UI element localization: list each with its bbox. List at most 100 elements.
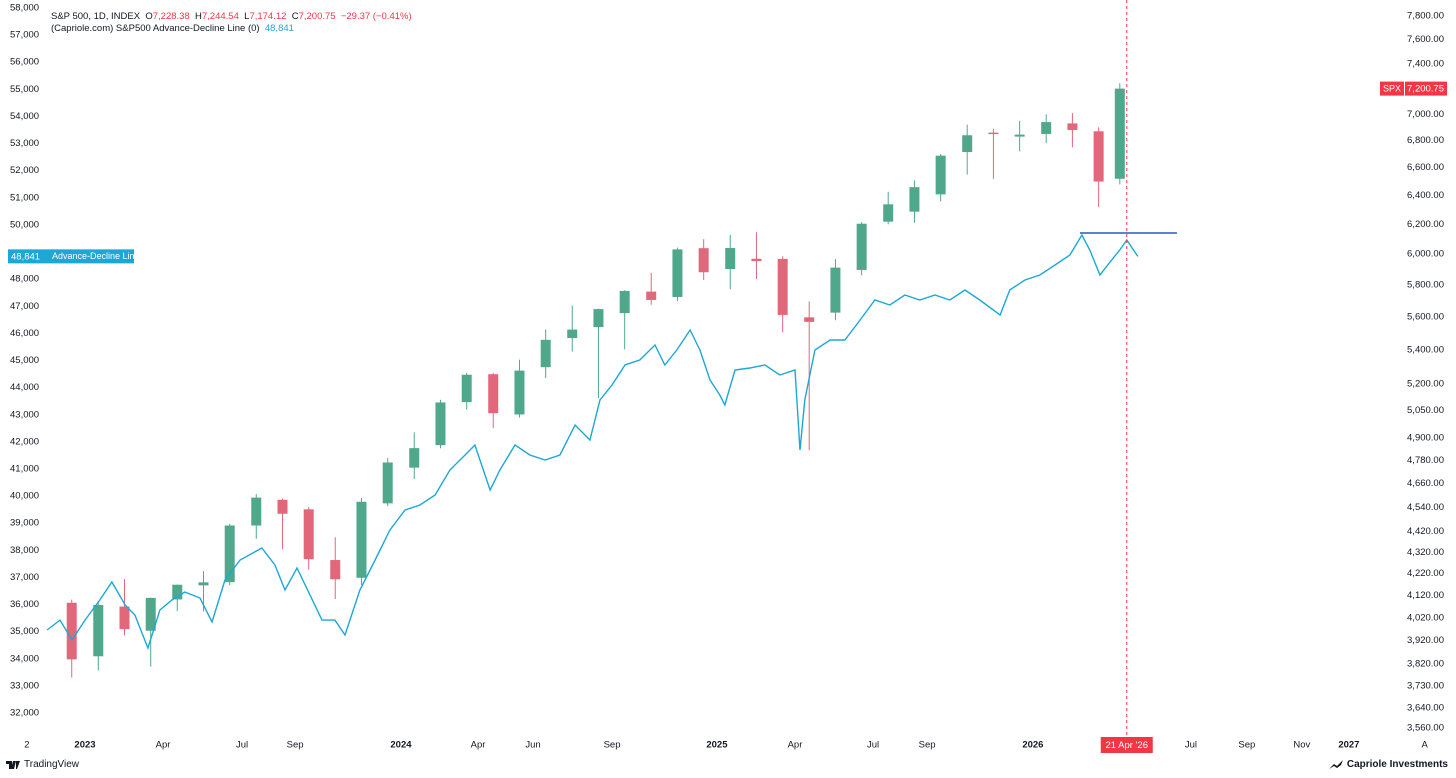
candle-body — [725, 248, 736, 270]
y-tick-label: 48,000 — [10, 274, 39, 285]
y2-tick-label: 7,800.00 — [1407, 11, 1444, 22]
candle-body — [935, 155, 946, 195]
candle-body — [303, 509, 314, 560]
x-tick-label: 2024 — [390, 740, 412, 751]
y2-tick-label: 5,600.00 — [1407, 311, 1444, 322]
x-tick-label: Sep — [919, 740, 936, 751]
crosshair-tag — [1100, 737, 1153, 753]
y-tick-label: 40,000 — [10, 491, 39, 502]
y-tick-label: 41,000 — [10, 464, 39, 475]
y-tick-label: 53,000 — [10, 138, 39, 149]
y-tick-label: 37,000 — [10, 572, 39, 583]
y-tick-label: 57,000 — [10, 30, 39, 41]
y2-tick-label: 5,800.00 — [1407, 280, 1444, 291]
x-tick-label: Sep — [604, 740, 621, 751]
candle-body — [619, 290, 630, 314]
y-tick-label: 58,000 — [10, 3, 39, 14]
x-tick-label: Apr — [156, 740, 171, 751]
y2-tick-label: 4,900.00 — [1407, 433, 1444, 444]
candle-body — [93, 604, 104, 657]
ohlc-value: 7,228.38 — [152, 11, 190, 22]
ohlc-key: L — [244, 11, 250, 22]
footer-left: TradingView — [6, 759, 79, 770]
ohlc-value: 7,244.54 — [201, 11, 239, 22]
y-tick-label: 54,000 — [10, 111, 39, 122]
y-tick-label: 39,000 — [10, 518, 39, 529]
y-tick-label: 45,000 — [10, 355, 39, 366]
y2-tick-label: 3,820.00 — [1407, 659, 1444, 670]
series-name-tag — [1380, 81, 1404, 96]
y2-tick-label: 5,050.00 — [1407, 405, 1444, 416]
ohlc-key: C — [291, 11, 299, 22]
candle-body — [198, 582, 209, 586]
y2-tick-label: 5,200.00 — [1407, 379, 1444, 390]
candle-body — [672, 249, 683, 297]
candle-body — [330, 560, 341, 580]
candle-body — [1041, 122, 1052, 134]
ohlc-value: 7,200.75 — [298, 11, 336, 22]
y2-tick-label: 3,730.00 — [1407, 680, 1444, 691]
footer-author: Capriole Investments — [1346, 759, 1448, 770]
candle-body — [356, 501, 367, 578]
y2-tick-label: 4,420.00 — [1407, 526, 1444, 537]
x-tick-label: Sep — [287, 740, 304, 751]
change: −29.37 (−0.41%) — [340, 11, 412, 22]
candle-body — [751, 258, 762, 262]
series-line — [46, 233, 1139, 651]
y-tick-label: 33,000 — [10, 680, 39, 691]
y2-tick-label: 6,800.00 — [1407, 135, 1444, 146]
y2-tick-label: 4,320.00 — [1407, 547, 1444, 558]
y-tick-label: 34,000 — [10, 653, 39, 664]
y2-tick-label: 6,000.00 — [1407, 249, 1444, 260]
y-tick-label: 47,000 — [10, 301, 39, 312]
candle-body — [856, 223, 867, 270]
x-tick-label: 2027 — [1338, 740, 1359, 751]
legend-header: S&P 500, 1D, INDEX O7,228.38 H7,244.54 L… — [51, 11, 412, 22]
indicator-header: (Capriole.com) S&P500 Advance-Decline Li… — [51, 23, 294, 34]
y-tick-label: 42,000 — [10, 436, 39, 447]
candle-body — [409, 448, 420, 468]
candle-body — [1114, 88, 1125, 179]
y-tick-label: 55,000 — [10, 84, 39, 95]
x-tick-label: 2025 — [706, 740, 728, 751]
y2-tick-label: 7,600.00 — [1407, 34, 1444, 45]
ohlc-key: O — [145, 11, 153, 22]
crosshair-label: 21 Apr '26 — [1106, 740, 1149, 751]
y-tick-label: 52,000 — [10, 165, 39, 176]
x-tick-label: Sep — [1238, 740, 1255, 751]
ohlc-value: 7,174.12 — [249, 11, 287, 22]
last-value-label: 48,841 — [11, 251, 40, 262]
indicator-value: 48,841 — [264, 23, 294, 34]
candle-body — [514, 370, 525, 415]
x-tick-label: 2 — [24, 740, 29, 751]
candle-body — [830, 267, 841, 313]
candle-body — [1093, 131, 1104, 182]
y-tick-label: 46,000 — [10, 328, 39, 339]
y2-tick-label: 3,560.00 — [1407, 723, 1444, 734]
candle-body — [909, 187, 920, 212]
y-tick-label: 43,000 — [10, 409, 39, 420]
tv-logo — [6, 760, 20, 769]
y2-tick-label: 4,220.00 — [1407, 568, 1444, 579]
candle-body — [119, 606, 130, 630]
x-tick-label: 2023 — [74, 740, 95, 751]
candle-body — [698, 248, 709, 273]
y2-tick-label: 4,780.00 — [1407, 455, 1444, 466]
candle-body — [646, 291, 657, 300]
y2-tick-label: 6,400.00 — [1407, 190, 1444, 201]
ohlc-key: H — [195, 11, 202, 22]
candle-body — [1014, 134, 1025, 137]
y2-tick-label: 3,920.00 — [1407, 635, 1444, 646]
candle-body — [461, 374, 472, 403]
candle-body — [382, 462, 393, 504]
indicator-name: (Capriole.com) S&P500 Advance-Decline Li… — [51, 23, 260, 34]
y2-tick-label: 6,600.00 — [1407, 162, 1444, 173]
y2-tick-label: 4,660.00 — [1407, 478, 1444, 489]
y2-tick-label: 4,020.00 — [1407, 612, 1444, 623]
symbol: S&P 500, 1D, INDEX — [51, 11, 141, 22]
candle-body — [66, 602, 77, 660]
x-tick-label: Apr — [471, 740, 486, 751]
y2-tick-label: 5,400.00 — [1407, 344, 1444, 355]
